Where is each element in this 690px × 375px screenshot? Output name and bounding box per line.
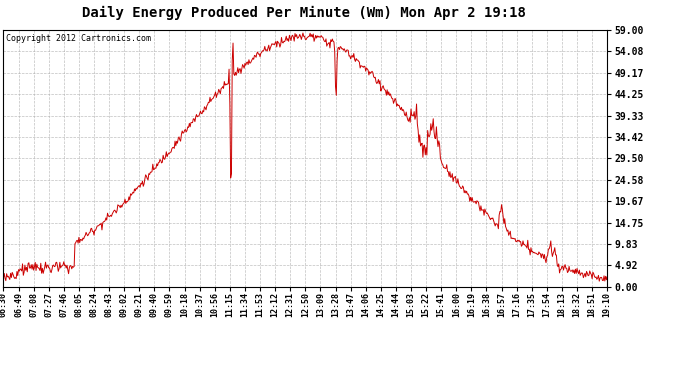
Text: Daily Energy Produced Per Minute (Wm) Mon Apr 2 19:18: Daily Energy Produced Per Minute (Wm) Mo…: [81, 6, 526, 20]
Text: Copyright 2012 Cartronics.com: Copyright 2012 Cartronics.com: [6, 34, 152, 43]
